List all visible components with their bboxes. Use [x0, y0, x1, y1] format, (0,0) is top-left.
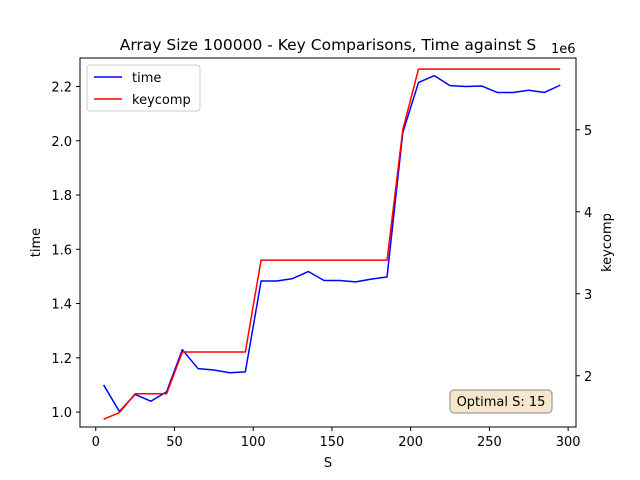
x-axis-label: S [324, 456, 332, 471]
annotation-box [449, 389, 553, 414]
y2-tick-label: 4 [584, 206, 592, 221]
y-tick-label: 1.4 [51, 298, 72, 313]
ticks: 0 50 100 150 200 250 300 1.0 1.2 1.4 1.6 1.8 2.0 2.2 2… [51, 80, 592, 450]
x-tick-label: 100 [241, 435, 266, 450]
y2-tick-label: 2 [584, 370, 592, 385]
y-tick-label: 1.2 [51, 352, 72, 367]
optimal-s-annotation: Optimal S: 15 [449, 389, 553, 414]
y-axis-label: time [29, 228, 44, 257]
y2-axis-label: keycomp [600, 213, 615, 272]
y2-tick-label: 5 [584, 124, 592, 139]
x-tick-label: 150 [320, 435, 345, 450]
legend-entry-keycomp: keycomp [132, 93, 191, 108]
x-tick-label: 0 [92, 435, 100, 450]
y-tick-label: 2.2 [51, 80, 72, 95]
y-tick-label: 2.0 [51, 135, 72, 150]
x-tick-label: 50 [166, 435, 183, 450]
legend: time keycomp [86, 64, 201, 112]
y-tick-label: 1.8 [51, 189, 72, 204]
x-tick-label: 250 [477, 435, 502, 450]
legend-entry-time: time [132, 71, 161, 86]
x-tick-label: 300 [556, 435, 581, 450]
plot-frame [79, 57, 577, 428]
series-line-keycomp [103, 68, 561, 420]
chart-title: Array Size 100000 - Key Comparisons, Tim… [120, 36, 537, 54]
y2-offset-label: 1e6 [551, 42, 576, 57]
series-line-time [102, 74, 561, 413]
annotation-text: Optimal S: 15 [457, 395, 546, 410]
y-tick-label: 1.0 [51, 406, 72, 421]
series-lines [102, 68, 561, 420]
y-tick-label: 1.6 [51, 243, 72, 258]
y2-tick-label: 3 [584, 288, 592, 303]
x-tick-label: 200 [398, 435, 423, 450]
